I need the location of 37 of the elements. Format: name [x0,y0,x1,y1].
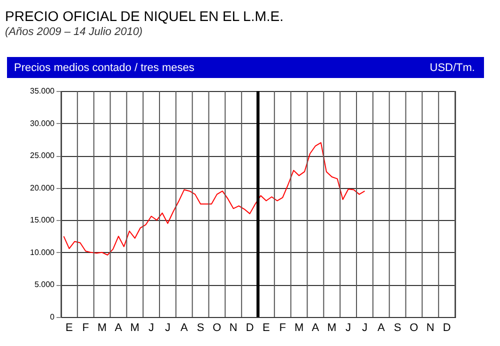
x-tick-label: O [212,322,222,334]
y-tick-label: 10.000 [30,248,56,257]
x-tick-label: A [114,322,123,334]
x-tick-label: M [327,322,336,334]
x-tick-label: N [426,322,434,334]
x-tick-label: D [246,322,254,334]
x-tick-label: E [262,322,270,334]
x-tick-label: N [229,322,238,334]
x-tick-label: S [394,322,402,334]
chart-subtitle: (Años 2009 – 14 Julio 2010) [5,26,143,38]
y-tick-label: 30.000 [30,118,56,128]
line-series [63,142,366,256]
x-tick-label: M [97,322,107,334]
x-tick-label: A [180,322,188,334]
y-tick-label: 20.000 [30,183,56,192]
x-tick-label: E [66,322,73,334]
y-tick-label: 15.000 [30,216,56,225]
x-tick-label: A [312,322,320,334]
x-tick-label: S [196,322,204,334]
x-tick-label: J [346,322,352,334]
text: Precios medios contado / tres meses [14,62,195,74]
y-tick-label: 35.000 [30,86,56,96]
x-tick-label: O [410,322,419,334]
x-tick-label: F [82,322,90,334]
x-tick-label: D [442,322,451,334]
x-tick-label: M [130,322,140,334]
y-tick-label: 5.000 [34,280,56,290]
x-tick-label: M [294,322,304,334]
y-axis-title: USD/Tm. [430,62,475,74]
y-tick-label: 0 [50,312,56,322]
x-tick-label: F [279,322,286,334]
x-tick-label: J [362,322,368,334]
x-tick-label: J [148,322,154,334]
x-tick-label: A [377,322,386,334]
chart-title: PRECIO OFICIAL DE NIQUEL EN EL L.M.E. [5,8,284,24]
x-tick-label: J [164,322,170,334]
y-tick-label: 25.000 [30,151,56,160]
